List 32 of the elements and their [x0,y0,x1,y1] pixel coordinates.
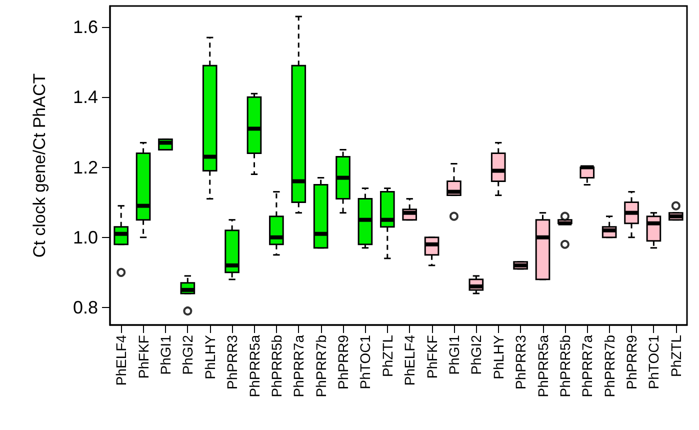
y-tick-label: 1.6 [72,17,98,38]
x-tick-label: PhGI1 [157,334,174,375]
x-tick-label: PhPRR3 [512,334,529,390]
y-tick-label: 1.4 [72,87,98,108]
x-tick-label: PhLHY [490,334,506,380]
x-tick-label: PhPRR5a [246,334,262,398]
x-tick-label: PhPRR5b [556,334,573,398]
x-tick-label: PhPRR7b [601,334,618,398]
x-tick-label: PhPRR5b [268,334,284,398]
x-tick-label: PhFKF [424,335,440,379]
x-tick-label: PhELF4 [402,334,418,386]
x-tick-label: PhZTL [668,334,684,378]
y-tick-label: 1.2 [72,157,98,178]
x-tick-label: PhGI1 [446,334,462,375]
x-tick-label: PhLHY [202,334,218,380]
x-tick-label: PhPRR5a [534,334,551,398]
x-tick-label: PhGI2 [180,334,196,375]
x-tick-label: PhZTL [379,334,396,378]
y-axis-title: Ct clock gene/Ct PhACT [30,73,49,258]
x-tick-label: PhPRR7a [290,334,307,398]
x-tick-label: PhTOC1 [357,334,374,390]
x-tick-label: PhELF4 [113,334,130,386]
x-tick-label: PhTOC1 [646,334,662,390]
x-tick-label: PhGI2 [468,334,484,375]
x-tick-label: PhPRR3 [224,334,240,390]
x-tick-label: PhPRR7b [312,334,329,398]
y-tick-label: 1.0 [72,227,98,248]
x-tick-label: PhFKF [135,335,152,379]
x-tick-label: PhPRR9 [624,334,640,390]
x-tick-label: PhPRR7a [579,334,596,398]
x-tick-label: PhPRR9 [335,334,352,390]
y-tick-label: 0.8 [72,297,98,318]
